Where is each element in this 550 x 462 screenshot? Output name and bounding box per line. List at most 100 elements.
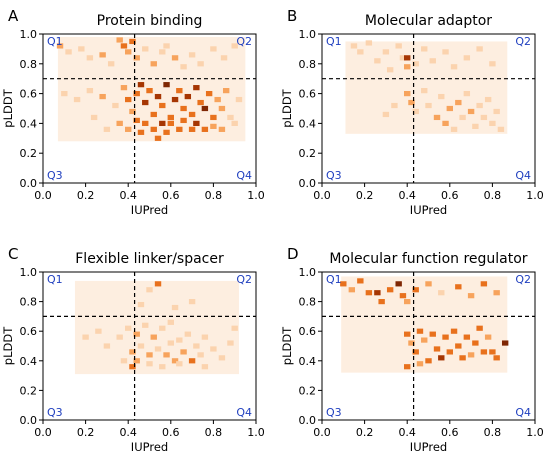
y-axis-label: pLDDT bbox=[280, 326, 294, 365]
heatmap-cell bbox=[193, 343, 200, 349]
y-tick-label: 0.6 bbox=[20, 88, 38, 101]
panel-d: D Molecular function regulator Q1 Q2 Q3 Q4 0.0… bbox=[280, 245, 544, 454]
heatmap-cell bbox=[146, 361, 153, 367]
heatmap-cell bbox=[222, 88, 230, 94]
quadrant-label: Q2 bbox=[236, 273, 252, 286]
heatmap-cell bbox=[476, 46, 483, 52]
heatmap-cell bbox=[227, 114, 234, 121]
heatmap-cell bbox=[176, 361, 183, 367]
heatmap-cell bbox=[125, 126, 132, 132]
heatmap-cell bbox=[472, 340, 479, 346]
heatmap-cell bbox=[129, 38, 136, 45]
heatmap-cell bbox=[395, 43, 402, 49]
heatmap-cell bbox=[133, 117, 140, 124]
heatmap-cell bbox=[137, 129, 145, 135]
heatmap-cell bbox=[421, 88, 428, 94]
heatmap-cell bbox=[197, 99, 204, 106]
heatmap-cell bbox=[429, 331, 436, 337]
heatmap-cell bbox=[350, 43, 358, 49]
heatmap-cell bbox=[408, 99, 415, 106]
x-tick-label: 0.0 bbox=[313, 189, 331, 202]
heatmap-cell bbox=[129, 349, 136, 355]
heatmap-cell bbox=[450, 126, 458, 132]
heatmap-cell bbox=[210, 46, 217, 52]
heatmap-cell bbox=[142, 99, 149, 106]
heatmap-cell bbox=[107, 61, 115, 67]
heatmap-cell bbox=[438, 93, 445, 100]
heatmap-cell bbox=[425, 102, 432, 109]
heatmap-cell bbox=[197, 61, 204, 67]
heatmap-cell bbox=[476, 102, 483, 109]
heatmap-cell bbox=[163, 43, 170, 49]
heatmap-cell bbox=[463, 55, 471, 61]
heatmap-cell bbox=[188, 111, 196, 118]
x-tick-label: 0.6 bbox=[162, 189, 180, 202]
heatmap-cell bbox=[476, 325, 483, 331]
heatmap-cell bbox=[382, 49, 390, 55]
heatmap-cell bbox=[78, 46, 85, 52]
heatmap-cell bbox=[231, 43, 238, 49]
heatmap-cell bbox=[404, 299, 411, 305]
heatmap-cell bbox=[167, 114, 174, 121]
x-tick-label: 0.8 bbox=[205, 189, 223, 202]
heatmap-cell bbox=[404, 55, 411, 61]
heatmap-cell bbox=[99, 52, 106, 58]
heatmap-cell bbox=[416, 328, 424, 334]
heatmap-cell bbox=[150, 111, 157, 118]
heatmap-cell bbox=[357, 49, 364, 55]
heatmap-cell bbox=[235, 96, 243, 103]
y-tick-label: 0.0 bbox=[20, 414, 38, 427]
heatmap-cell bbox=[210, 123, 217, 129]
heatmap-cell bbox=[159, 49, 166, 55]
x-tick-label: 0.0 bbox=[34, 189, 52, 202]
heatmap-cell bbox=[150, 61, 157, 67]
quadrant-label: Q1 bbox=[326, 35, 342, 48]
x-tick-label: 0.6 bbox=[441, 189, 459, 202]
heatmap-cell bbox=[463, 90, 471, 97]
y-tick-label: 0.0 bbox=[20, 177, 38, 190]
heatmap-cell bbox=[365, 290, 373, 296]
heatmap-cell bbox=[180, 349, 187, 355]
quadrant-label: Q3 bbox=[326, 169, 342, 182]
heatmap-cell bbox=[86, 55, 94, 61]
heatmap-cell bbox=[480, 114, 488, 121]
heatmap-cell bbox=[146, 287, 153, 293]
y-tick-label: 0.4 bbox=[20, 117, 38, 130]
heatmap-cell bbox=[73, 96, 81, 103]
heatmap-cell bbox=[404, 331, 411, 337]
heatmap-cell bbox=[357, 278, 364, 284]
heatmap-cell bbox=[450, 64, 458, 70]
panel-letter: A bbox=[8, 7, 19, 25]
heatmap-cell bbox=[142, 322, 149, 328]
heatmap-cell bbox=[176, 337, 183, 343]
heatmap-cell bbox=[459, 355, 466, 361]
heatmap-cell bbox=[463, 334, 471, 340]
x-tick-label: 0.4 bbox=[119, 426, 137, 439]
heatmap-cell bbox=[133, 55, 140, 61]
heatmap-cell bbox=[129, 364, 136, 370]
heatmap-cell bbox=[455, 284, 462, 290]
heatmap-cell bbox=[188, 299, 196, 305]
heatmap-cell bbox=[163, 82, 170, 88]
heatmap-cell bbox=[425, 281, 432, 287]
heatmap-cell bbox=[133, 90, 140, 97]
heatmap-cell bbox=[455, 343, 462, 349]
x-tick-label: 0.4 bbox=[119, 189, 137, 202]
heatmap-cell bbox=[201, 126, 209, 132]
heatmap-cell bbox=[163, 129, 170, 135]
heatmap-cell bbox=[231, 325, 238, 331]
quadrant-label: Q2 bbox=[236, 35, 252, 48]
heatmap-cell bbox=[412, 349, 419, 355]
x-tick-label: 0.0 bbox=[34, 426, 52, 439]
y-tick-label: 1.0 bbox=[299, 266, 317, 279]
heatmap-cell bbox=[167, 340, 174, 346]
heatmap-cell bbox=[188, 358, 196, 364]
chart-title: Molecular function regulator bbox=[329, 251, 527, 267]
heatmap-cell bbox=[455, 99, 462, 106]
heatmap-cell bbox=[442, 334, 449, 340]
heatmap-cell bbox=[171, 358, 179, 364]
heatmap-cell bbox=[412, 287, 419, 293]
quadrant-label: Q4 bbox=[515, 406, 531, 419]
axes-frame bbox=[42, 271, 257, 421]
heatmap-cell bbox=[438, 355, 445, 361]
